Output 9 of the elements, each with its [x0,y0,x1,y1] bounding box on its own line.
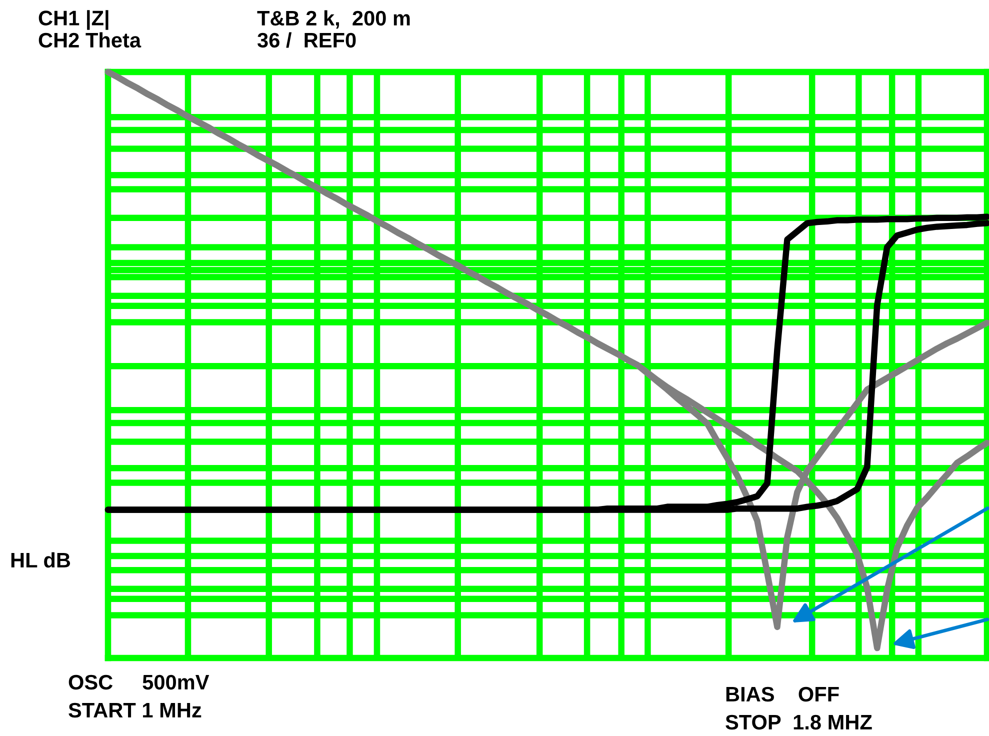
text: OSC 500mV [68,674,210,690]
text: T&B 2 k, 200 m [257,10,410,29]
text: 36 / REF0 [257,32,356,48]
text: BIAS OFF [726,686,839,702]
text: HL dB [11,552,70,568]
text: START 1 MHz [68,702,202,718]
text: CH1 |Z| [38,10,108,30]
text: CH2 Theta [38,32,142,48]
text: STOP 1.8 MHZ [726,714,872,730]
